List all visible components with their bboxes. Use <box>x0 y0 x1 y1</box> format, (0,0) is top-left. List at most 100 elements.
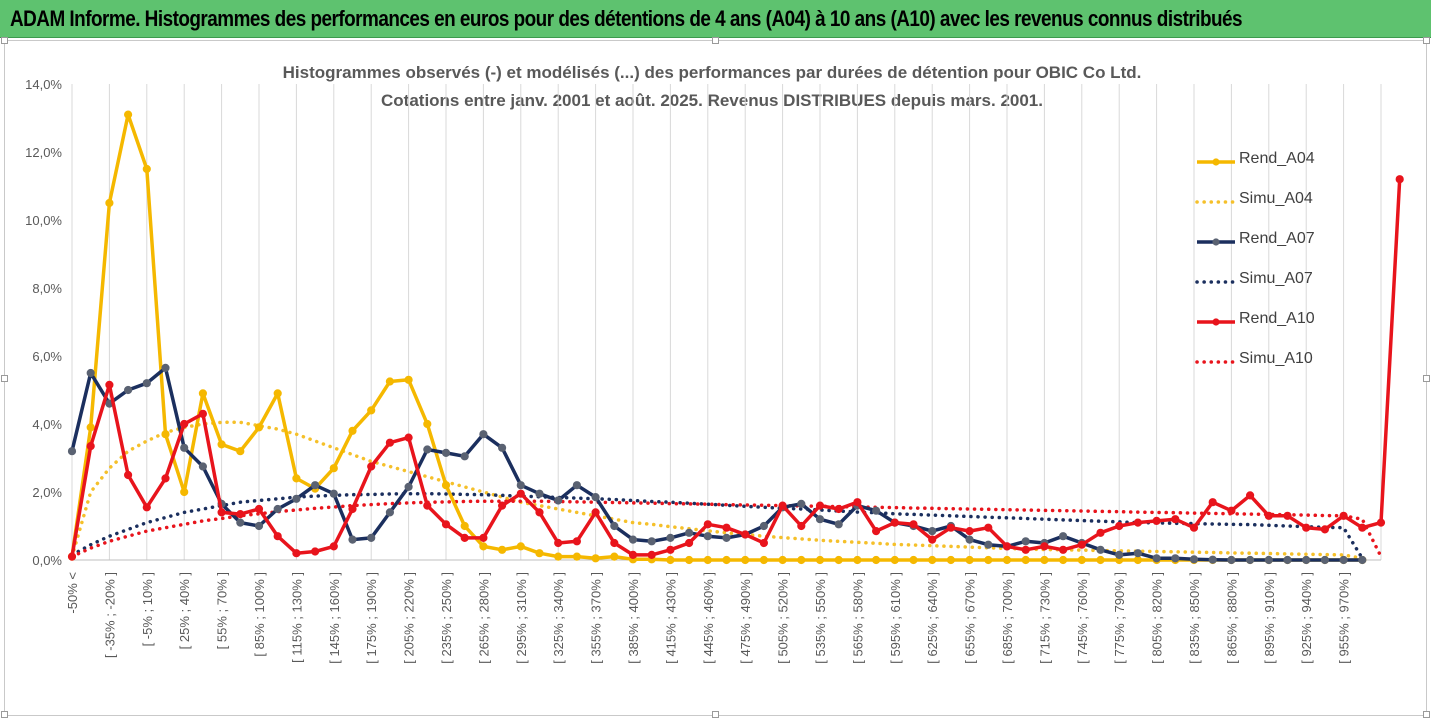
resize-handle-top-center[interactable] <box>712 37 719 44</box>
data-point-rend-a10 <box>1021 545 1030 554</box>
data-point-rend-a07 <box>254 521 264 531</box>
data-point-rend-a07 <box>348 535 357 544</box>
legend-label: Simu_A04 <box>1239 190 1313 207</box>
resize-handle-top-left[interactable] <box>1 37 8 44</box>
x-tick-label: [ 445% ; 460% ] <box>701 572 716 664</box>
data-point-rend-a07 <box>628 535 638 544</box>
data-point-rend-a04 <box>853 555 862 565</box>
y-tick-label: 14,0% <box>25 77 62 92</box>
data-point-rend-a10 <box>385 438 394 447</box>
data-point-rend-a04 <box>965 555 974 565</box>
data-point-rend-a10 <box>273 532 282 541</box>
data-point-rend-a04 <box>778 555 787 565</box>
data-point-rend-a10 <box>161 474 170 483</box>
x-tick-label: [ 715% ; 730% ] <box>1037 572 1052 664</box>
series-rend-a04 <box>67 110 1367 565</box>
data-point-rend-a04 <box>105 198 114 208</box>
data-point-rend-a04 <box>142 164 151 174</box>
data-point-rend-a04 <box>329 464 338 473</box>
data-point-rend-a04 <box>404 375 413 384</box>
data-point-rend-a10 <box>1376 518 1386 527</box>
data-point-rend-a10 <box>1077 540 1086 549</box>
data-point-rend-a04 <box>180 487 189 497</box>
data-point-rend-a07 <box>535 489 544 498</box>
legend-label: Rend_A04 <box>1239 150 1315 167</box>
data-point-rend-a04 <box>217 440 226 449</box>
data-point-rend-a04 <box>797 555 806 565</box>
data-point-rend-a10 <box>872 527 881 536</box>
data-point-rend-a07 <box>1171 554 1180 563</box>
x-tick-label: [ 205% ; 220% ] <box>402 572 417 664</box>
chart-title: Histogrammes observés (-) et modélisés (… <box>283 63 1142 82</box>
data-point-rend-a07 <box>1283 555 1292 565</box>
x-tick-label: [ 925% ; 940% ] <box>1299 572 1314 664</box>
data-point-rend-a04 <box>348 426 357 435</box>
x-tick-label: [ 625% ; 640% ] <box>925 572 940 664</box>
data-point-rend-a04 <box>591 554 600 563</box>
legend-swatch <box>1195 360 1237 364</box>
data-point-rend-a10 <box>1320 525 1330 534</box>
data-point-rend-a04 <box>441 481 451 490</box>
series-line-rend-a04 <box>70 112 1363 562</box>
data-point-rend-a04 <box>834 555 843 565</box>
data-point-rend-a10 <box>1358 523 1367 532</box>
data-point-rend-a07 <box>367 533 376 543</box>
resize-handle-bottom-center[interactable] <box>712 711 719 718</box>
data-point-rend-a07 <box>647 537 656 546</box>
resize-handle-top-right[interactable] <box>1423 37 1430 44</box>
data-point-rend-a04 <box>759 555 769 565</box>
x-tick-label: -50% < <box>65 572 80 614</box>
report-banner: ADAM Informe. Histogrammes des performan… <box>0 0 1431 38</box>
data-point-rend-a04 <box>161 430 170 439</box>
data-point-rend-a04 <box>479 542 488 551</box>
data-point-rend-a10 <box>647 550 656 560</box>
series-line-simu-a04 <box>70 420 1365 561</box>
data-point-rend-a04 <box>872 555 881 565</box>
x-tick-label: [ 835% ; 850% ] <box>1187 572 1202 664</box>
data-point-rend-a07 <box>1152 554 1161 563</box>
resize-handle-middle-left[interactable] <box>1 375 8 382</box>
x-tick-label: [ 595% ; 610% ] <box>888 572 903 664</box>
data-point-rend-a04 <box>516 542 525 551</box>
data-point-rend-a10 <box>1059 545 1068 554</box>
y-tick-label: 2,0% <box>32 485 62 500</box>
data-point-rend-a10 <box>441 520 451 529</box>
data-point-rend-a10 <box>67 552 77 561</box>
x-tick-label: [ 775% ; 790% ] <box>1112 572 1127 664</box>
y-tick-label: 0,0% <box>32 553 62 568</box>
data-point-rend-a10 <box>479 533 488 543</box>
report-title: ADAM Informe. Histogrammes des performan… <box>10 6 1243 31</box>
data-point-rend-a04 <box>292 474 301 483</box>
data-point-rend-a10 <box>367 462 376 471</box>
data-point-rend-a07 <box>180 443 189 452</box>
data-point-rend-a10 <box>1152 516 1161 526</box>
resize-handle-bottom-right[interactable] <box>1423 711 1430 718</box>
legend-item-simu-a04: Simu_A04 <box>1195 190 1345 214</box>
legend-swatch <box>1195 280 1237 284</box>
data-point-rend-a10 <box>1040 542 1049 551</box>
data-point-rend-a10 <box>460 533 469 543</box>
data-point-rend-a04 <box>815 555 825 565</box>
data-point-rend-a10 <box>666 545 675 554</box>
data-point-rend-a10 <box>628 550 638 560</box>
legend-label: Rend_A10 <box>1239 310 1315 327</box>
data-point-rend-a07 <box>1302 555 1311 565</box>
y-tick-label: 12,0% <box>25 145 62 160</box>
data-point-rend-a07 <box>815 515 825 524</box>
data-point-rend-a04 <box>1002 555 1012 565</box>
resize-handle-bottom-left[interactable] <box>1 711 8 718</box>
data-point-rend-a07 <box>1246 555 1255 565</box>
data-point-rend-a10 <box>1264 511 1273 520</box>
legend-label: Simu_A07 <box>1239 270 1313 287</box>
data-point-rend-a10 <box>610 538 619 548</box>
resize-handle-middle-right[interactable] <box>1423 375 1430 382</box>
x-tick-label: [ 115% ; 130% ] <box>289 572 304 663</box>
data-point-rend-a04 <box>909 555 918 565</box>
data-point-rend-a07 <box>928 527 937 536</box>
data-point-rend-a04 <box>722 555 731 565</box>
data-point-rend-a07 <box>1339 555 1348 565</box>
data-point-rend-a10 <box>180 419 189 429</box>
y-tick-label: 4,0% <box>32 417 62 432</box>
data-point-rend-a10 <box>535 508 544 517</box>
x-tick-label: [ 85% ; 100% ] <box>252 572 267 657</box>
